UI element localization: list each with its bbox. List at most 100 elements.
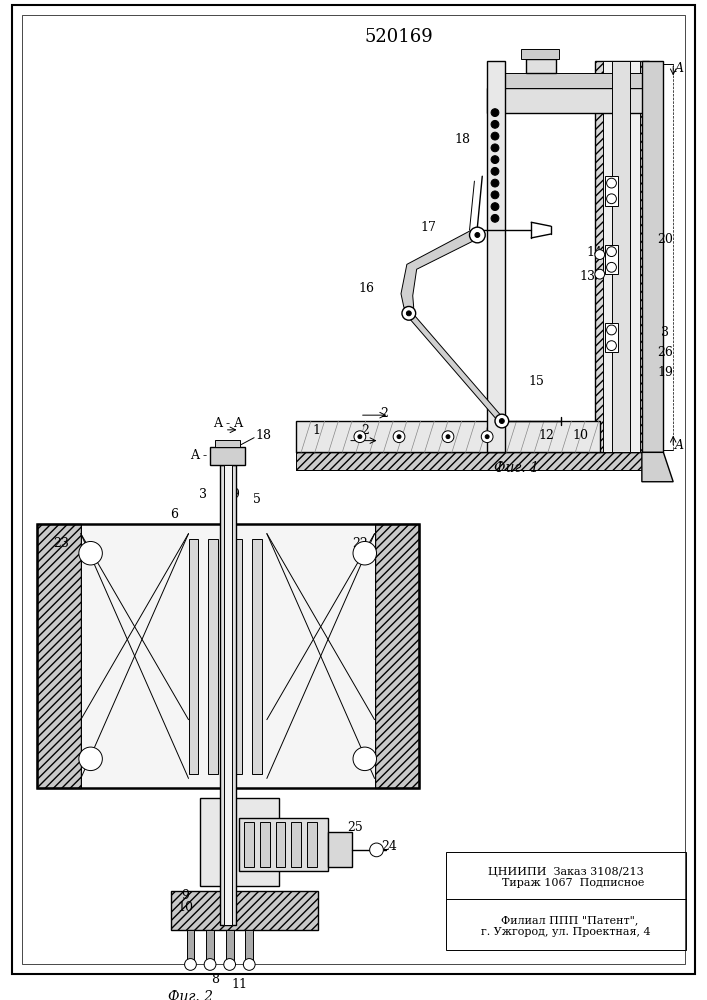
Bar xyxy=(604,323,619,352)
Circle shape xyxy=(491,120,499,128)
Text: A - A: A - A xyxy=(213,417,243,430)
Text: 23: 23 xyxy=(53,537,69,550)
Text: 10: 10 xyxy=(572,429,588,442)
Bar xyxy=(233,539,243,774)
Circle shape xyxy=(469,227,485,243)
Circle shape xyxy=(595,269,604,279)
Circle shape xyxy=(353,747,377,771)
Circle shape xyxy=(442,431,454,443)
Bar xyxy=(210,447,245,465)
Text: 20: 20 xyxy=(658,233,673,246)
Bar xyxy=(187,930,194,960)
Circle shape xyxy=(607,247,617,257)
Bar xyxy=(276,822,286,867)
Circle shape xyxy=(491,132,499,140)
Text: 8: 8 xyxy=(211,973,219,986)
Bar xyxy=(487,88,649,113)
Text: 7: 7 xyxy=(292,831,300,844)
Text: Фиг. 2: Фиг. 2 xyxy=(168,990,213,1000)
Text: 5: 5 xyxy=(253,493,261,506)
Circle shape xyxy=(79,541,103,565)
Text: ЦНИИПИ  Заказ 3108/213
    Тираж 1067  Подписное: ЦНИИПИ Заказ 3108/213 Тираж 1067 Подписн… xyxy=(488,867,644,888)
Circle shape xyxy=(475,233,480,237)
Circle shape xyxy=(607,194,617,204)
Text: 17: 17 xyxy=(421,221,436,234)
Circle shape xyxy=(397,435,401,439)
Circle shape xyxy=(607,178,617,188)
Circle shape xyxy=(491,109,499,117)
Circle shape xyxy=(481,431,493,443)
Text: 24: 24 xyxy=(381,840,397,853)
Text: 3: 3 xyxy=(661,326,670,339)
Text: Филиал ППП "Патент",
г. Ужгород, ул. Проектная, 4: Филиал ППП "Патент", г. Ужгород, ул. Про… xyxy=(481,915,650,937)
Text: 1: 1 xyxy=(312,424,321,437)
Circle shape xyxy=(595,250,604,259)
Bar xyxy=(612,61,630,452)
Bar xyxy=(296,421,600,452)
Circle shape xyxy=(185,959,197,970)
Circle shape xyxy=(607,325,617,335)
Circle shape xyxy=(393,431,405,443)
Bar xyxy=(526,59,556,73)
Bar xyxy=(245,822,254,867)
Bar xyxy=(595,61,649,452)
Bar xyxy=(252,539,262,774)
Bar xyxy=(327,832,352,867)
Circle shape xyxy=(607,262,617,272)
Bar xyxy=(487,61,505,452)
Circle shape xyxy=(204,959,216,970)
Bar xyxy=(245,930,253,960)
Circle shape xyxy=(407,311,411,316)
Bar xyxy=(208,539,218,774)
Text: 21: 21 xyxy=(337,855,353,868)
Text: 16: 16 xyxy=(358,282,375,295)
Text: 15: 15 xyxy=(528,375,544,388)
Circle shape xyxy=(491,167,499,175)
Circle shape xyxy=(499,419,504,423)
Bar xyxy=(375,524,419,788)
Circle shape xyxy=(446,435,450,439)
Text: 18: 18 xyxy=(455,133,471,146)
Polygon shape xyxy=(642,452,673,482)
Bar xyxy=(206,930,214,960)
Text: 2: 2 xyxy=(361,424,368,437)
Bar xyxy=(171,891,317,930)
Text: 2: 2 xyxy=(380,407,388,420)
Text: 25: 25 xyxy=(347,821,363,834)
Bar xyxy=(215,440,240,447)
Text: 22: 22 xyxy=(352,537,368,550)
Bar xyxy=(223,465,232,925)
Bar xyxy=(604,176,619,206)
Text: 6: 6 xyxy=(170,508,178,521)
Text: 18: 18 xyxy=(256,429,272,442)
Text: 14: 14 xyxy=(587,246,603,259)
Text: 11: 11 xyxy=(231,978,247,991)
Polygon shape xyxy=(401,230,481,307)
Bar xyxy=(487,73,649,88)
Circle shape xyxy=(491,191,499,199)
Bar xyxy=(291,822,301,867)
Circle shape xyxy=(607,341,617,351)
Text: 19: 19 xyxy=(225,488,240,501)
Bar xyxy=(240,818,327,871)
Circle shape xyxy=(243,959,255,970)
Bar xyxy=(37,524,419,788)
Bar xyxy=(37,524,81,788)
Bar xyxy=(260,822,270,867)
Text: 9: 9 xyxy=(182,889,189,902)
Text: 13: 13 xyxy=(579,270,595,283)
Bar xyxy=(602,61,640,452)
Circle shape xyxy=(491,214,499,222)
Bar xyxy=(522,49,559,59)
Text: 26: 26 xyxy=(658,346,673,359)
Bar xyxy=(200,798,279,886)
Circle shape xyxy=(358,435,362,439)
Text: 19: 19 xyxy=(658,366,673,379)
Text: 4: 4 xyxy=(91,547,100,560)
Text: 3: 3 xyxy=(199,488,207,501)
Circle shape xyxy=(79,747,103,771)
Text: A - A: A - A xyxy=(190,449,220,462)
Text: 520169: 520169 xyxy=(365,28,433,46)
Text: A: A xyxy=(674,439,684,452)
Bar xyxy=(189,539,198,774)
